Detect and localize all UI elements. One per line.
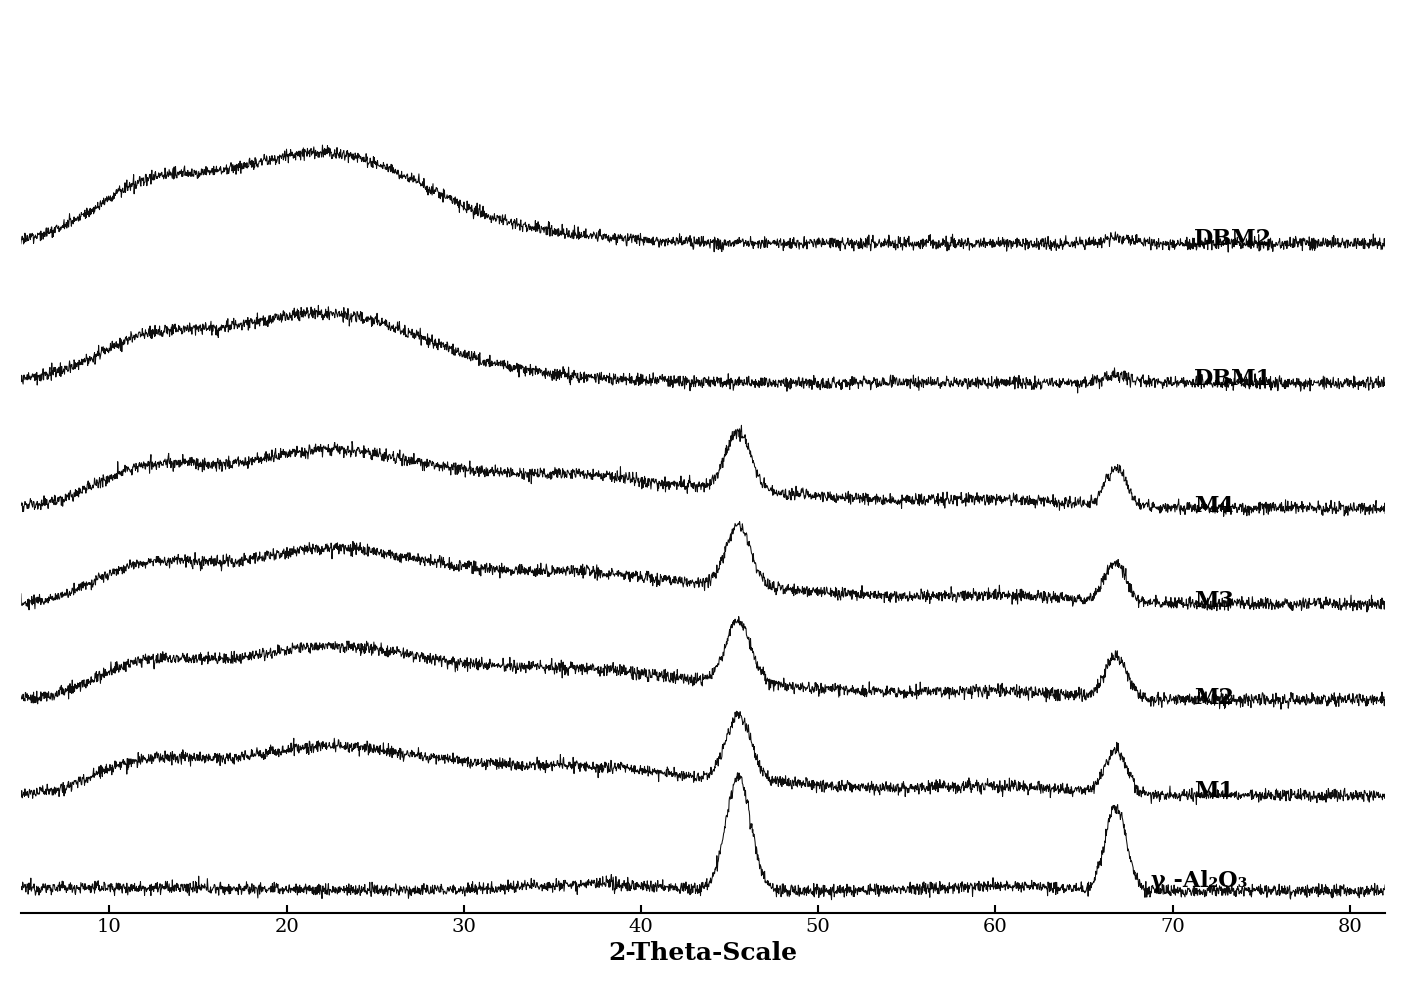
Text: γ -Al₂O₃: γ -Al₂O₃ <box>1152 870 1247 891</box>
Text: M2: M2 <box>1194 687 1234 709</box>
Text: M1: M1 <box>1194 781 1234 803</box>
Text: DBM1: DBM1 <box>1194 368 1272 389</box>
Text: DBM2: DBM2 <box>1194 228 1272 250</box>
Text: M3: M3 <box>1194 590 1233 612</box>
Text: M4: M4 <box>1194 495 1233 517</box>
X-axis label: 2-Theta-Scale: 2-Theta-Scale <box>609 942 797 965</box>
